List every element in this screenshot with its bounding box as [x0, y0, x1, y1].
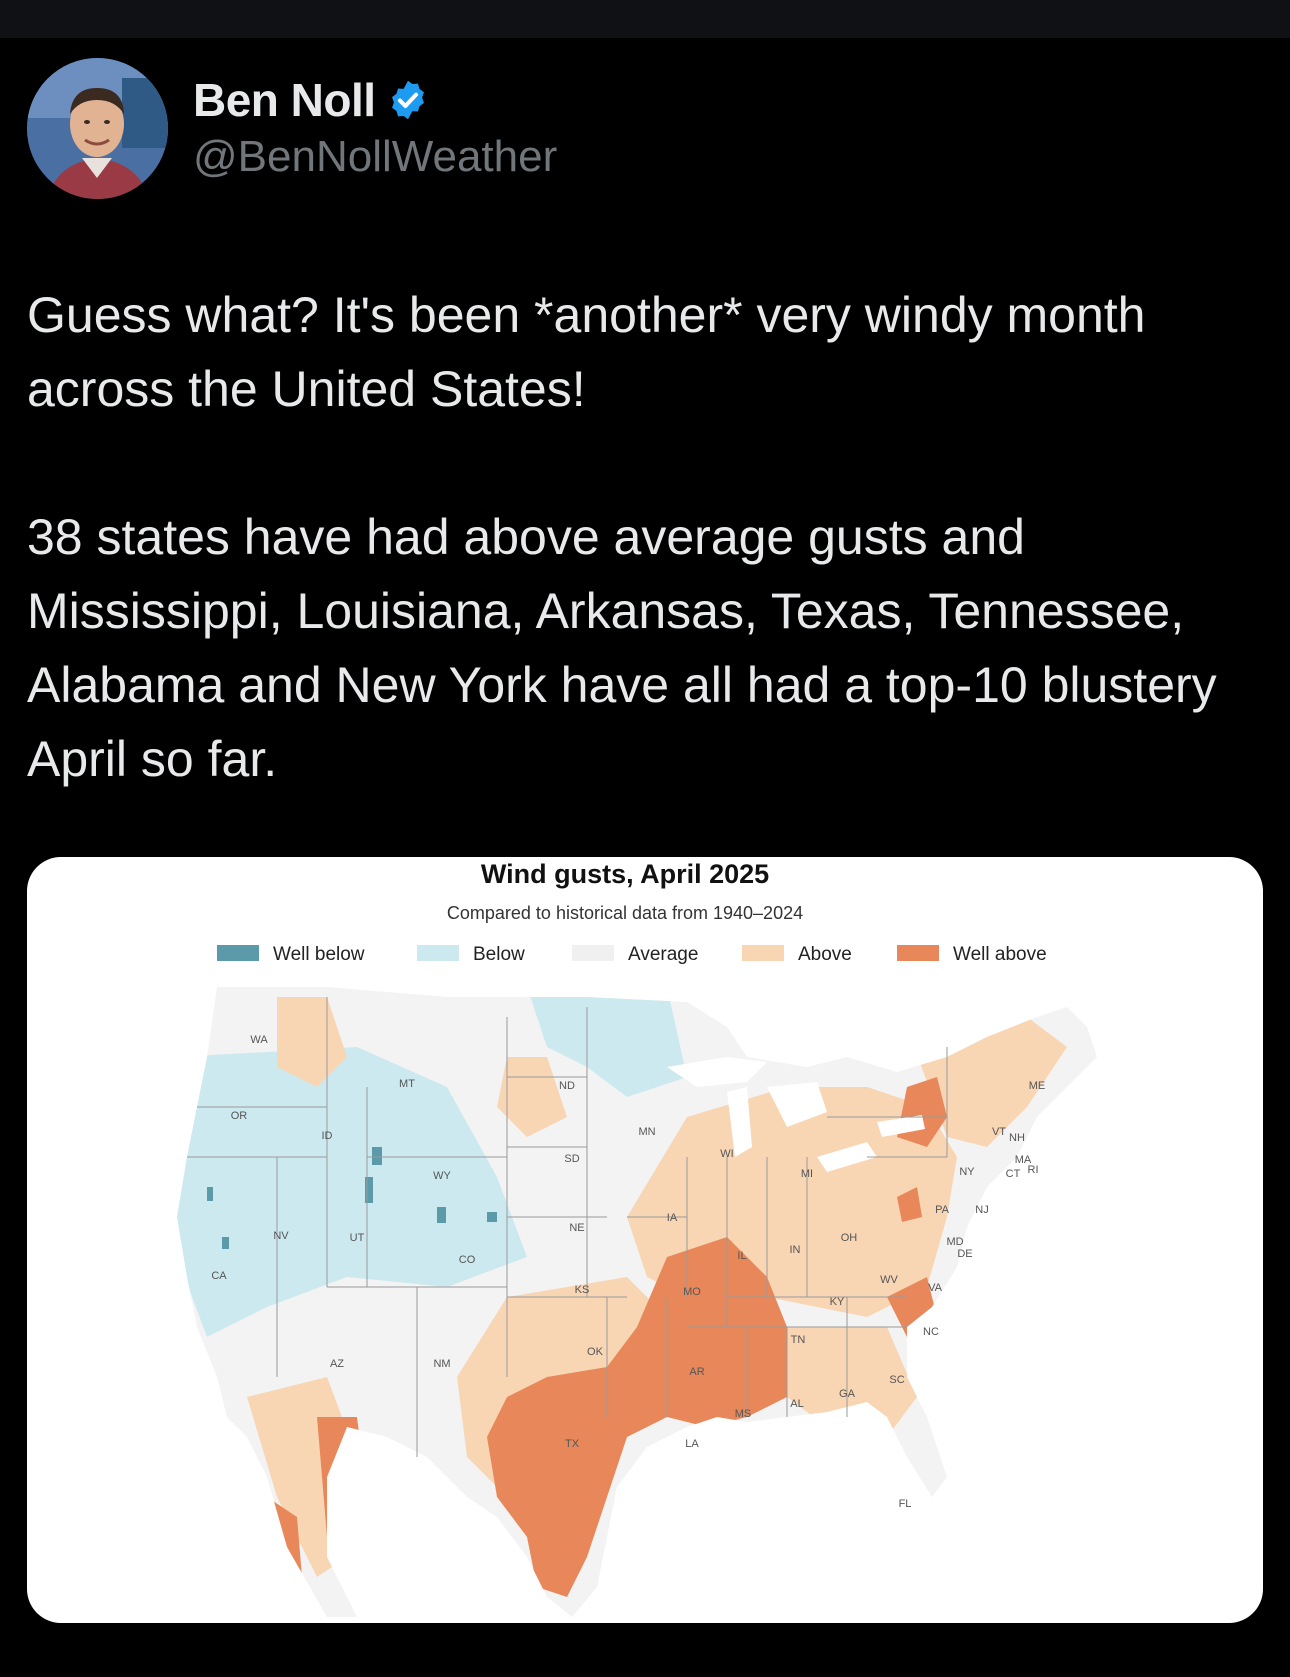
state-label-ma: MA: [1015, 1154, 1032, 1166]
state-label-va: VA: [928, 1282, 943, 1294]
author-name[interactable]: Ben Noll: [193, 74, 376, 126]
state-label-ky: KY: [830, 1296, 845, 1308]
tweet-image[interactable]: Wind gusts, April 2025 Compared to histo…: [27, 857, 1263, 1623]
state-label-vt: VT: [992, 1126, 1006, 1138]
state-label-mn: MN: [638, 1126, 655, 1138]
avatar[interactable]: [27, 58, 168, 199]
state-label-ne: NE: [569, 1222, 584, 1234]
map-title: Wind gusts, April 2025: [481, 859, 769, 889]
legend-swatch-below: [417, 945, 459, 961]
state-label-mo: MO: [683, 1286, 701, 1298]
legend-label-average: Average: [628, 944, 698, 965]
state-label-id: ID: [322, 1130, 333, 1142]
state-label-sd: SD: [564, 1153, 579, 1165]
state-label-ia: IA: [667, 1212, 678, 1224]
tweet-text: Guess what? It's been *another* very win…: [27, 287, 1217, 787]
state-label-md: MD: [946, 1236, 963, 1248]
verified-badge-icon: [391, 80, 424, 120]
avatar-photo-icon: [27, 58, 168, 199]
state-label-nv: NV: [273, 1230, 289, 1242]
map-legend: Well below Below Average Above Well above: [217, 944, 1047, 965]
state-label-oh: OH: [841, 1232, 858, 1244]
legend-label-below: Below: [473, 944, 525, 965]
author-handle[interactable]: @BenNollWeather: [193, 132, 558, 181]
legend-swatch-average: [572, 945, 614, 961]
state-label-co: CO: [459, 1254, 476, 1266]
state-label-il: IL: [737, 1250, 746, 1262]
state-label-wi: WI: [720, 1148, 733, 1160]
state-label-or: OR: [231, 1110, 248, 1122]
state-label-pa: PA: [935, 1204, 950, 1216]
legend-swatch-well-above: [897, 945, 939, 961]
state-label-ga: GA: [839, 1388, 856, 1400]
map-subtitle: Compared to historical data from 1940–20…: [447, 903, 803, 923]
state-label-fl: FL: [899, 1498, 912, 1510]
state-label-ks: KS: [575, 1284, 590, 1296]
state-label-sc: SC: [889, 1374, 904, 1386]
state-label-ar: AR: [689, 1366, 704, 1378]
state-label-me: ME: [1029, 1080, 1046, 1092]
author-name-row[interactable]: Ben Noll: [193, 72, 430, 128]
state-label-mt: MT: [399, 1078, 415, 1090]
state-label-tn: TN: [791, 1334, 806, 1346]
state-label-ok: OK: [587, 1346, 604, 1358]
state-label-ms: MS: [735, 1408, 752, 1420]
legend-label-well-above: Well above: [953, 944, 1047, 965]
state-borders: [187, 997, 948, 1457]
state-label-mi: MI: [801, 1168, 813, 1180]
state-label-al: AL: [790, 1398, 803, 1410]
state-label-nj: NJ: [975, 1204, 988, 1216]
state-label-ri: RI: [1028, 1164, 1039, 1176]
state-label-ct: CT: [1006, 1168, 1021, 1180]
state-label-nh: NH: [1009, 1132, 1025, 1144]
legend-swatch-well-below: [217, 945, 259, 961]
legend-label-well-below: Well below: [273, 944, 365, 965]
state-label-tx: TX: [565, 1438, 580, 1450]
state-labels: WA OR ID MT ND MN WI MI ME VT NH NY MA CT RI PA NJ OH IN IL…: [211, 1034, 1045, 1510]
state-label-nm: NM: [433, 1358, 450, 1370]
legend-label-above: Above: [798, 944, 852, 965]
legend-swatch-above: [742, 945, 784, 961]
great-lakes: [667, 1057, 925, 1172]
state-label-wy: WY: [433, 1170, 451, 1182]
state-label-az: AZ: [330, 1358, 344, 1370]
state-label-nc: NC: [923, 1326, 939, 1338]
state-label-la: LA: [685, 1438, 699, 1450]
state-label-de: DE: [957, 1248, 972, 1260]
state-label-nd: ND: [559, 1080, 575, 1092]
top-bar: [0, 0, 1290, 38]
state-label-wa: WA: [250, 1034, 268, 1046]
state-label-ut: UT: [350, 1232, 365, 1244]
state-label-in: IN: [790, 1244, 801, 1256]
state-label-wv: WV: [880, 1274, 898, 1286]
map-area: [177, 987, 1097, 1617]
wind-gust-map: Wind gusts, April 2025 Compared to histo…: [177, 859, 1097, 1617]
state-label-ca: CA: [211, 1270, 227, 1282]
state-label-ny: NY: [959, 1166, 975, 1178]
